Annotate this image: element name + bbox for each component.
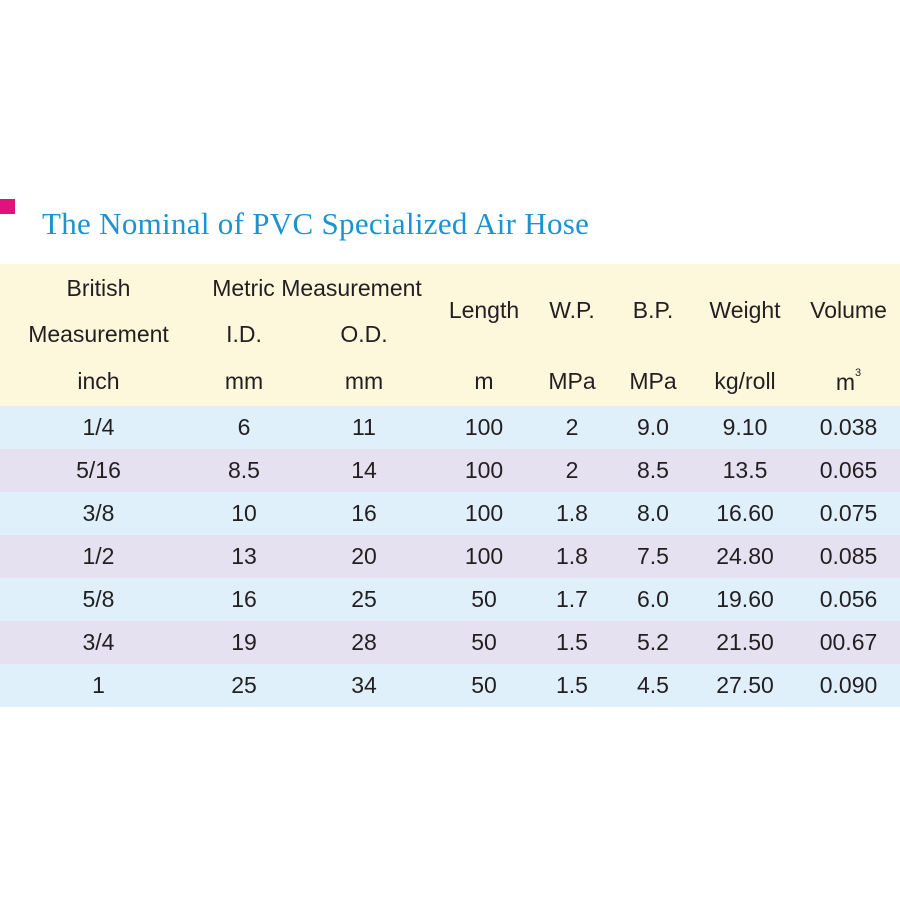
cell-bp: 8.0 (613, 492, 693, 535)
header-row: Measurement I.D. O.D. (0, 313, 900, 356)
table-row: 5/8 16 25 50 1.7 6.0 19.60 0.056 (0, 578, 900, 621)
cell-id: 16 (197, 578, 291, 621)
cell-weight: 9.10 (693, 406, 797, 449)
table-row: 1 25 34 50 1.5 4.5 27.50 0.090 (0, 664, 900, 707)
table-row: 3/8 10 16 100 1.8 8.0 16.60 0.075 (0, 492, 900, 535)
cell-volume: 0.085 (797, 535, 900, 578)
header-row: British Metric Measurement Length W.P. B… (0, 264, 900, 356)
cell-british: 1/2 (0, 535, 197, 578)
unit-bp: MPa (613, 356, 693, 406)
cell-wp: 1.5 (531, 664, 613, 707)
page-title: The Nominal of PVC Specialized Air Hose (42, 205, 590, 241)
cell-volume: 0.065 (797, 449, 900, 492)
cell-id: 19 (197, 621, 291, 664)
table-row: 1/4 6 11 100 2 9.0 9.10 0.038 (0, 406, 900, 449)
cell-wp: 1.5 (531, 621, 613, 664)
cell-wp: 2 (531, 449, 613, 492)
unit-length: m (437, 356, 531, 406)
header-measurement: Measurement (0, 313, 197, 356)
header-weight: Weight (693, 264, 797, 356)
cell-wp: 2 (531, 406, 613, 449)
unit-volume-base: m (835, 368, 856, 395)
cell-id: 8.5 (197, 449, 291, 492)
cell-length: 100 (437, 449, 531, 492)
cell-od: 25 (291, 578, 437, 621)
cell-british: 1/4 (0, 406, 197, 449)
unit-row: inch mm mm m MPa MPa kg/roll m3 (0, 356, 900, 406)
cell-weight: 24.80 (693, 535, 797, 578)
header-id: I.D. (197, 313, 291, 356)
unit-british: inch (0, 356, 197, 406)
cell-bp: 7.5 (613, 535, 693, 578)
cell-wp: 1.7 (531, 578, 613, 621)
cell-length: 100 (437, 535, 531, 578)
cell-id: 25 (197, 664, 291, 707)
table-row: 5/16 8.5 14 100 2 8.5 13.5 0.065 (0, 449, 900, 492)
cell-volume: 0.038 (797, 406, 900, 449)
cell-volume: 0.056 (797, 578, 900, 621)
header-metric: Metric Measurement (197, 264, 437, 313)
cell-bp: 8.5 (613, 449, 693, 492)
cell-weight: 16.60 (693, 492, 797, 535)
cell-od: 16 (291, 492, 437, 535)
unit-volume-exponent: 3 (855, 366, 862, 379)
cell-length: 50 (437, 578, 531, 621)
unit-wp: MPa (531, 356, 613, 406)
cell-od: 14 (291, 449, 437, 492)
cell-id: 10 (197, 492, 291, 535)
cell-length: 50 (437, 664, 531, 707)
cell-bp: 4.5 (613, 664, 693, 707)
cell-length: 50 (437, 621, 531, 664)
cell-british: 3/4 (0, 621, 197, 664)
cell-volume: 00.67 (797, 621, 900, 664)
header-volume: Volume (797, 264, 900, 356)
header-bp: B.P. (613, 264, 693, 356)
cell-od: 28 (291, 621, 437, 664)
cell-british: 5/16 (0, 449, 197, 492)
table-row: 3/4 19 28 50 1.5 5.2 21.50 00.67 (0, 621, 900, 664)
cell-weight: 27.50 (693, 664, 797, 707)
cell-id: 6 (197, 406, 291, 449)
header-od: O.D. (291, 313, 437, 356)
cell-od: 20 (291, 535, 437, 578)
unit-volume: m3 (797, 356, 900, 406)
header-british: British (0, 264, 197, 313)
table-row: 1/2 13 20 100 1.8 7.5 24.80 0.085 (0, 535, 900, 578)
cell-bp: 5.2 (613, 621, 693, 664)
cell-volume: 0.075 (797, 492, 900, 535)
cell-od: 34 (291, 664, 437, 707)
specification-table: British Metric Measurement Length W.P. B… (0, 264, 900, 707)
cell-length: 100 (437, 406, 531, 449)
cell-wp: 1.8 (531, 492, 613, 535)
unit-id: mm (197, 356, 291, 406)
cell-weight: 13.5 (693, 449, 797, 492)
cell-weight: 21.50 (693, 621, 797, 664)
cell-british: 5/8 (0, 578, 197, 621)
unit-od: mm (291, 356, 437, 406)
square-bullet-icon (0, 199, 15, 214)
cell-british: 1 (0, 664, 197, 707)
cell-volume: 0.090 (797, 664, 900, 707)
cell-wp: 1.8 (531, 535, 613, 578)
cell-british: 3/8 (0, 492, 197, 535)
cell-id: 13 (197, 535, 291, 578)
cell-bp: 9.0 (613, 406, 693, 449)
header-wp: W.P. (531, 264, 613, 356)
cell-od: 11 (291, 406, 437, 449)
cell-bp: 6.0 (613, 578, 693, 621)
cell-weight: 19.60 (693, 578, 797, 621)
cell-length: 100 (437, 492, 531, 535)
unit-weight: kg/roll (693, 356, 797, 406)
header-length: Length (437, 264, 531, 356)
